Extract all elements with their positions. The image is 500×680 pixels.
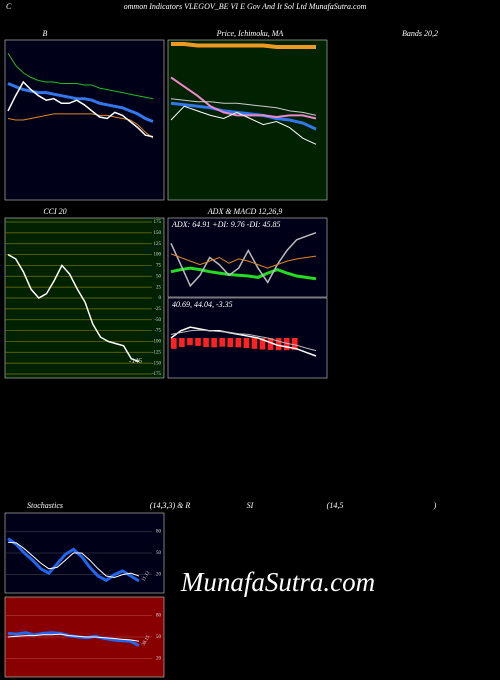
panel-title: Price, Ichimoku, MA — [216, 29, 284, 38]
y-tick-label: 75 — [156, 264, 162, 269]
y-tick-label: -50 — [154, 318, 161, 323]
last-value-label: 11.12 — [141, 570, 151, 583]
y-tick-label: -150 — [152, 361, 162, 366]
bar — [219, 338, 226, 347]
bar — [267, 338, 274, 350]
bar — [195, 338, 201, 346]
series-line — [7, 633, 140, 642]
bar — [291, 338, 298, 351]
y-tick-label: 50 — [156, 551, 162, 556]
series-line — [171, 42, 316, 49]
y-tick-label: 20 — [156, 573, 162, 578]
series-line — [170, 253, 317, 269]
y-tick-label: 150 — [154, 231, 162, 236]
y-tick-label: 25 — [156, 285, 162, 290]
panel-title: B — [43, 29, 48, 38]
y-tick-label: -25 — [154, 307, 161, 312]
bar — [259, 338, 266, 350]
panel-title: Stochastics — [27, 501, 63, 510]
bands-title: Bands 20,2 — [402, 29, 438, 38]
y-tick-label: 0 — [159, 296, 162, 301]
bar — [187, 338, 193, 346]
bar — [227, 338, 234, 347]
y-tick-label: 175 — [154, 220, 162, 225]
y-tick-label: -100 — [152, 340, 162, 345]
bar — [235, 338, 242, 348]
watermark: MunafaSutra.com — [180, 567, 375, 597]
panel-subtitle: 40.69, 44.04, -3.35 — [172, 300, 233, 309]
y-tick-label: -175 — [152, 372, 162, 377]
bar — [203, 338, 209, 347]
panel — [167, 39, 328, 201]
panel-title: ADX & MACD 12,26,9 — [207, 207, 282, 216]
series-line — [170, 266, 317, 281]
panel-title: (14,3,3) & R — [150, 501, 191, 510]
bar — [251, 338, 258, 349]
panel-title: ) — [433, 501, 437, 510]
y-tick-label: 50 — [156, 635, 162, 640]
bar — [211, 338, 217, 348]
last-value-label: -146 — [129, 357, 142, 365]
last-value-label: 38.15 — [141, 634, 151, 647]
bar — [243, 338, 250, 349]
series-line — [7, 537, 140, 583]
y-tick-label: 50 — [156, 274, 162, 279]
header-title: ommon Indicators VLEGOV_BE VI E Gov And … — [124, 2, 367, 11]
series-line — [7, 52, 154, 100]
panel — [4, 39, 165, 201]
y-tick-label: 125 — [154, 242, 162, 247]
series-line — [7, 253, 140, 363]
series-line — [170, 98, 317, 116]
bar — [171, 338, 177, 349]
series-line — [170, 326, 317, 357]
series-line — [7, 541, 140, 579]
y-tick-label: 100 — [154, 253, 162, 258]
series-line — [170, 101, 317, 131]
header-letter: C — [6, 2, 12, 11]
y-tick-label: -125 — [152, 350, 162, 355]
panel — [167, 217, 328, 298]
y-tick-label: 80 — [156, 530, 162, 535]
series-line — [170, 231, 317, 288]
y-tick-label: 80 — [156, 614, 162, 619]
series-line — [170, 329, 317, 352]
bar — [179, 338, 185, 347]
panel-subtitle: ADX: 64.91 +DI: 9.76 -DI: 45.85 — [171, 220, 281, 229]
y-tick-label: -75 — [154, 329, 161, 334]
bar — [275, 338, 282, 351]
bar — [283, 338, 290, 351]
panel-title: (14,5 — [327, 501, 344, 510]
y-tick-label: 20 — [156, 657, 162, 662]
panel-title: SI — [247, 501, 254, 510]
series-line — [7, 80, 154, 138]
panel-title: CCI 20 — [43, 207, 66, 216]
series-line — [170, 105, 317, 145]
